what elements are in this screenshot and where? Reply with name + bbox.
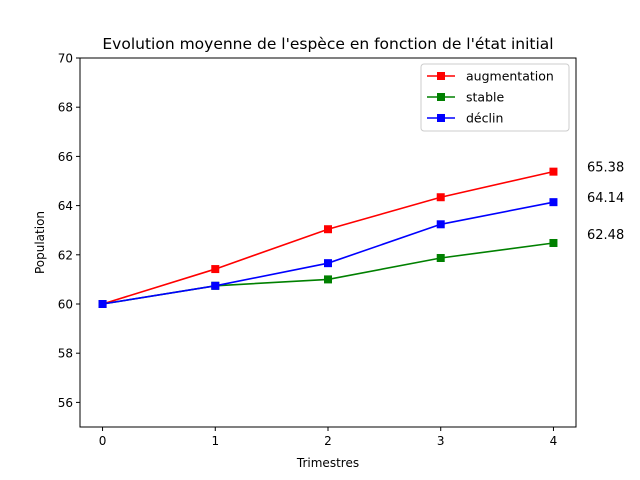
legend-item: augmentation (427, 69, 554, 84)
x-tick-label: 0 (99, 434, 107, 448)
data-point (324, 259, 332, 268)
y-axis: 56 58 60 62 64 66 68 70 (58, 52, 80, 410)
legend-marker (437, 72, 445, 80)
data-point (436, 193, 445, 202)
legend-box (420, 63, 570, 132)
y-tick-label: 56 (58, 396, 73, 410)
end-value-label: 65.38 (587, 161, 624, 176)
data-point (549, 198, 558, 207)
series-line (102, 242, 554, 305)
data-point (549, 167, 558, 176)
x-tick-label: 2 (324, 434, 332, 448)
x-tick-label: 1 (211, 434, 219, 448)
y-tick-label: 62 (58, 248, 73, 262)
data-point (549, 238, 558, 247)
x-tick-label: 3 (437, 434, 445, 448)
x-tick-label: 4 (550, 434, 558, 448)
data-point (436, 253, 445, 262)
y-tick-label: 70 (58, 52, 73, 66)
legend-item: déclin (427, 111, 503, 126)
data-point (98, 300, 107, 308)
end-value-label: 64.14 (587, 191, 624, 206)
series-line (102, 201, 554, 305)
series-3 (98, 198, 558, 308)
y-axis-label: Population (33, 211, 47, 274)
legend-label: déclin (466, 111, 503, 126)
data-point (211, 265, 220, 274)
y-tick-label: 66 (58, 150, 73, 164)
end-labels: 65.38 64.14 62.48 (587, 161, 624, 243)
legend-label: augmentation (466, 69, 554, 84)
data-point (324, 225, 332, 234)
y-tick-label: 68 (58, 101, 73, 115)
series-layer (98, 167, 558, 308)
series-line (102, 170, 554, 305)
data-point (436, 220, 445, 229)
legend-item: stable (427, 90, 504, 105)
chart-title: Evolution moyenne de l'espèce en fonctio… (102, 35, 553, 53)
legend-marker (437, 114, 445, 122)
data-point (324, 275, 332, 284)
y-tick-label: 58 (58, 347, 73, 361)
end-value-label: 62.48 (587, 228, 624, 243)
series-2 (98, 238, 558, 308)
x-axis: 0 1 2 3 4 (99, 427, 558, 448)
x-axis-label: Trimestres (296, 456, 359, 470)
legend: augmentation stable déclin (420, 63, 570, 132)
y-tick-label: 64 (58, 199, 73, 213)
legend-label: stable (466, 90, 504, 105)
data-point (211, 281, 220, 290)
y-tick-label: 60 (58, 298, 73, 312)
series-1 (98, 167, 558, 308)
legend-marker (437, 93, 445, 101)
